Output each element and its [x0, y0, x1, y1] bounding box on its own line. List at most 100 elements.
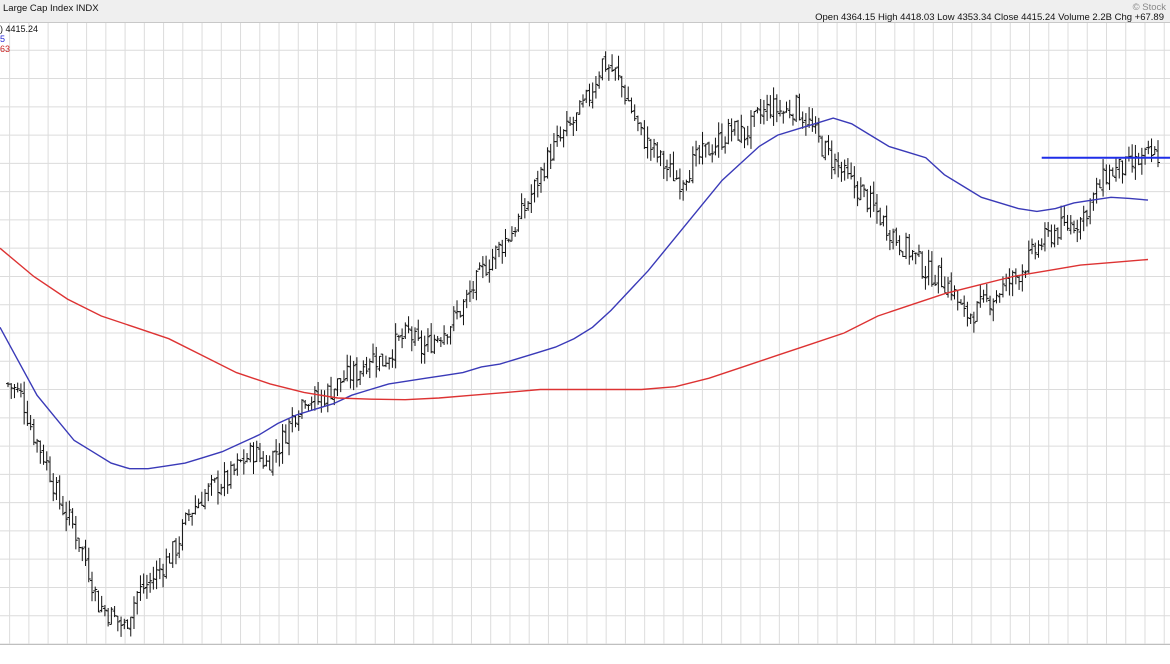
- price-bar: [387, 357, 392, 370]
- price-bar: [590, 82, 595, 109]
- price-bar: [752, 110, 757, 127]
- price-bar: [445, 334, 450, 345]
- ma200-line: [0, 247, 1149, 401]
- price-bar: [125, 619, 130, 629]
- price-bar: [852, 166, 857, 199]
- price-bar: [839, 161, 844, 182]
- price-bar: [613, 67, 618, 81]
- price-bar: [600, 58, 605, 81]
- price-bar: [1055, 227, 1060, 246]
- price-bar: [632, 104, 637, 121]
- price-bar: [303, 400, 308, 409]
- ohlc-readout: Open 4364.15 High 4418.03 Low 4353.34 Cl…: [815, 12, 1164, 23]
- price-bar: [277, 443, 282, 467]
- price-bar: [500, 239, 505, 264]
- price-bar: [341, 370, 346, 383]
- price-bar: [629, 97, 634, 114]
- price-bar: [887, 230, 892, 251]
- price-bar: [842, 159, 847, 181]
- price-bar: [409, 326, 414, 352]
- price-bar: [480, 256, 485, 279]
- price-bar: [1104, 164, 1109, 185]
- chart-title: Large Cap Index INDX: [3, 3, 99, 14]
- price-bar: [419, 330, 424, 364]
- price-bar: [1030, 238, 1035, 255]
- legend-ma200: 63: [0, 44, 11, 54]
- price-bar: [923, 265, 928, 290]
- price-bar: [15, 382, 20, 393]
- price-bar: [1049, 224, 1054, 248]
- price-bar: [1000, 276, 1005, 298]
- price-bar: [106, 607, 111, 627]
- price-bar: [745, 125, 750, 146]
- price-bar: [261, 451, 266, 469]
- price-bar: [1133, 144, 1138, 180]
- price-bar: [545, 147, 550, 179]
- price-bar: [57, 475, 62, 510]
- legend-price: ) 4415.24: [0, 24, 39, 34]
- price-bar: [467, 280, 472, 303]
- price-bar: [371, 343, 376, 364]
- price-bar: [784, 101, 789, 113]
- price-bar: [555, 125, 560, 147]
- price-bar: [1117, 158, 1122, 179]
- price-bar: [322, 390, 327, 407]
- price-bar: [661, 150, 666, 179]
- price-bar: [354, 357, 359, 388]
- price-bar: [904, 232, 909, 260]
- price-bar: [939, 257, 944, 288]
- price-bar: [38, 440, 43, 464]
- price-bar: [109, 607, 114, 625]
- price-bar: [810, 108, 815, 132]
- price-bar: [484, 255, 489, 276]
- price-bar: [406, 316, 411, 334]
- price-bar: [203, 489, 208, 510]
- price-bar: [316, 382, 321, 405]
- price-bar: [196, 498, 201, 509]
- price-bar: [975, 301, 980, 322]
- price-bar: [1084, 209, 1089, 227]
- price-bar: [212, 477, 217, 483]
- price-bar: [115, 615, 120, 632]
- price-bar: [403, 322, 408, 339]
- price-bar: [413, 327, 418, 346]
- price-bar: [1007, 268, 1012, 296]
- price-bar: [219, 483, 224, 496]
- price-bar: [603, 51, 608, 72]
- price-bar: [215, 470, 220, 505]
- chart-header: Large Cap Index INDX © Stock Open 4364.1…: [0, 0, 1170, 23]
- price-bar: [1152, 146, 1157, 156]
- price-bar: [41, 444, 46, 465]
- price-bar: [758, 98, 763, 124]
- price-bar: [206, 483, 211, 502]
- price-bar: [151, 566, 156, 590]
- price-bar: [267, 455, 272, 471]
- price-bar: [1042, 222, 1047, 252]
- price-bar: [31, 418, 36, 446]
- price-bar: [606, 64, 611, 81]
- price-bar: [845, 158, 850, 179]
- price-bar: [729, 118, 734, 142]
- price-bar: [493, 245, 498, 270]
- price-bar: [797, 93, 802, 121]
- price-bar: [1126, 146, 1131, 162]
- price-bar: [548, 143, 553, 170]
- price-bar: [684, 179, 689, 191]
- price-bar: [1091, 192, 1096, 211]
- price-bar: [593, 75, 598, 99]
- price-bar: [513, 227, 518, 237]
- price-bar: [558, 126, 563, 142]
- price-bar: [209, 474, 214, 496]
- price-bar: [396, 334, 401, 341]
- price-bar: [694, 140, 699, 167]
- price-bar: [238, 459, 243, 463]
- price-bar: [299, 399, 304, 419]
- price-bar: [451, 306, 456, 332]
- price-bar: [894, 227, 899, 246]
- price-bar: [225, 469, 230, 494]
- price-bar: [687, 169, 692, 183]
- price-bar: [907, 233, 912, 265]
- price-bar: [1039, 238, 1044, 251]
